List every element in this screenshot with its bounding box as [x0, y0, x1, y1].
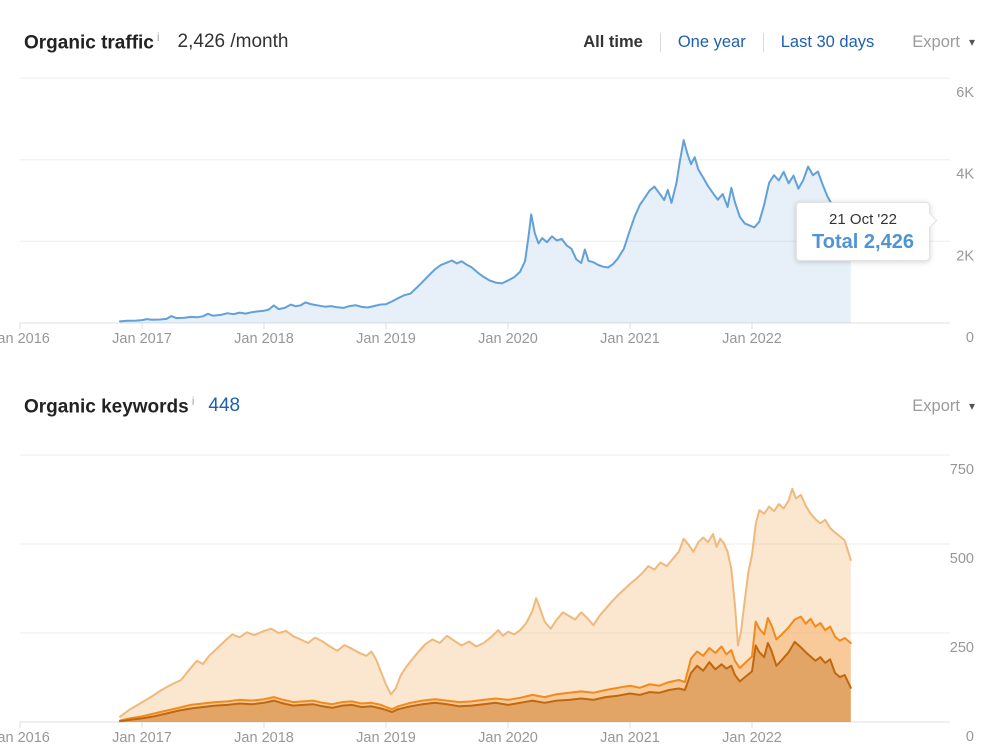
series-orange-line: [119, 615, 852, 722]
x-tick-label: Jan 2018: [234, 331, 294, 347]
y-tick-label: 0: [966, 330, 974, 346]
y-tick-label: 250: [950, 640, 974, 656]
export-keywords-button[interactable]: Export ▾: [912, 397, 975, 416]
series-orange-area: [120, 616, 851, 722]
x-tick-label: Jan 2022: [722, 730, 782, 746]
organic-traffic-chart[interactable]: 6K 4K 2K 0 Jan 2016 Jan 2017 Jan 2018 Jan 2019 J…: [0, 60, 1000, 360]
x-tick-label: Jan 2016: [0, 331, 50, 347]
series-light-orange-area: [120, 488, 851, 722]
organic-traffic-line: [119, 139, 852, 323]
y-tick-label: 6K: [956, 85, 974, 101]
y-tick-label: 4K: [956, 167, 974, 183]
x-tick-label: Jan 2022: [722, 331, 782, 347]
tab-one-year[interactable]: One year: [677, 32, 746, 51]
organic-keywords-title: Organic keywords i: [24, 394, 194, 418]
info-icon[interactable]: i: [156, 29, 160, 44]
series-dark-orange-line: [119, 640, 852, 723]
organic-traffic-header: Organic traffic i 2,426 /month All time O…: [24, 24, 975, 60]
x-tick-label: Jan 2021: [600, 730, 660, 746]
x-tick-label: Jan 2021: [600, 331, 660, 347]
x-tick-label: Jan 2017: [112, 331, 172, 347]
x-tick-label: Jan 2017: [112, 730, 172, 746]
time-range-tabs: All time One year Last 30 days: [583, 32, 875, 52]
export-traffic-button[interactable]: Export ▾: [912, 33, 975, 52]
x-tick-label: Jan 2018: [234, 730, 294, 746]
x-tick-label: Jan 2020: [478, 331, 538, 347]
export-traffic-label: Export: [912, 32, 960, 51]
export-keywords-label: Export: [912, 396, 960, 415]
tab-all-time[interactable]: All time: [583, 32, 643, 51]
series-light-orange-line: [119, 487, 852, 718]
traffic-value: 2,426 /month: [177, 31, 289, 52]
series-dark-orange-area: [120, 641, 851, 722]
x-tick-label: Jan 2016: [0, 730, 50, 746]
x-tick-label: Jan 2020: [478, 730, 538, 746]
organic-traffic-plot[interactable]: 6K 4K 2K 0 Jan 2016 Jan 2017 Jan 2018 Jan 2019 J…: [0, 60, 1000, 360]
organic-traffic-area: [120, 140, 851, 323]
y-tick-label: 500: [950, 551, 974, 567]
organic-keywords-plot[interactable]: 750 500 250 0 Jan 2016 Jan 2017 Jan 2018 Jan 20…: [0, 440, 1000, 754]
info-icon[interactable]: i: [191, 393, 195, 408]
tab-divider: [762, 32, 764, 52]
y-tick-label: 750: [950, 462, 974, 478]
y-tick-label: 2K: [956, 248, 974, 264]
organic-keywords-title-text: Organic keywords: [24, 396, 189, 418]
chevron-down-icon: ▾: [968, 35, 975, 49]
keywords-count-link[interactable]: 448: [208, 395, 241, 416]
organic-traffic-title: Organic traffic i: [24, 30, 160, 54]
y-tick-label: 0: [966, 729, 974, 745]
x-tick-label: Jan 2019: [356, 730, 416, 746]
tab-last-30-days[interactable]: Last 30 days: [780, 32, 875, 51]
organic-keywords-chart[interactable]: 750 500 250 0 Jan 2016 Jan 2017 Jan 2018 Jan 20…: [0, 440, 1000, 754]
organic-keywords-header: Organic keywords i 448 Export ▾: [24, 388, 975, 424]
x-tick-label: Jan 2019: [356, 331, 416, 347]
tab-divider: [659, 32, 661, 52]
organic-traffic-title-text: Organic traffic: [24, 32, 154, 54]
chevron-down-icon: ▾: [968, 399, 975, 413]
